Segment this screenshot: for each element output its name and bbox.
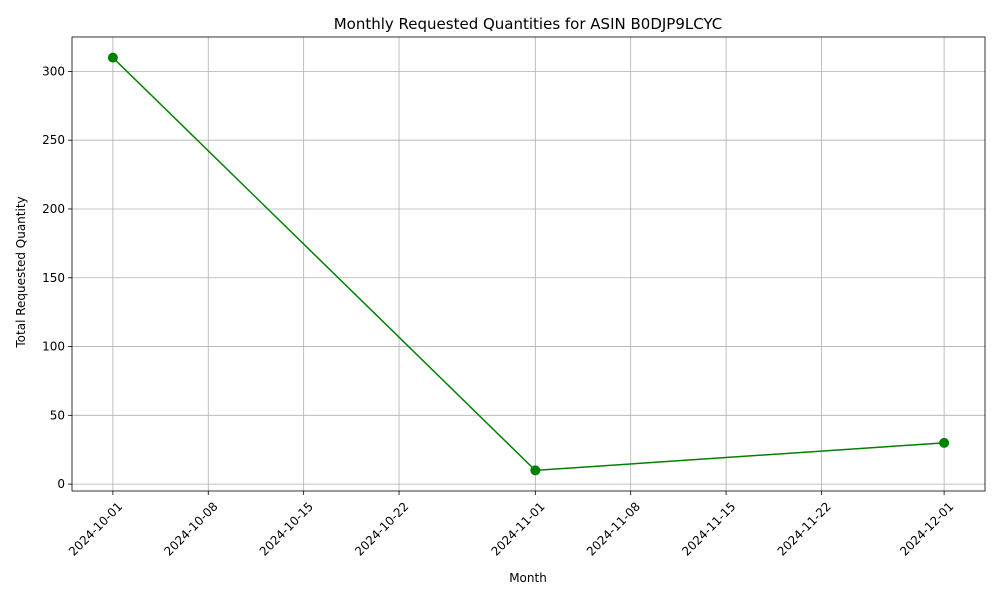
axes-frame (71, 36, 986, 492)
x-axis: 2024-10-01 2024-10-08 2024-10-15 2024-10-22… (66, 491, 956, 559)
x-tick-label: 2024-10-15 (257, 499, 316, 558)
x-tick-label: 2024-10-08 (161, 499, 220, 558)
x-tick-label: 2024-10-01 (66, 499, 125, 558)
plot-frame (71, 36, 986, 492)
y-tick-label: 200 (42, 202, 65, 216)
y-tick-label: 150 (42, 271, 65, 285)
chart-title: Monthly Requested Quantities for ASIN B0… (334, 15, 723, 33)
y-tick-label: 50 (50, 408, 65, 422)
grid (72, 37, 985, 491)
y-tick-label: 300 (42, 64, 65, 78)
data-point (107, 52, 118, 63)
x-tick-label: 2024-12-01 (897, 499, 956, 558)
data-point (530, 465, 541, 476)
y-tick-label: 0 (57, 477, 65, 491)
series-layer (107, 52, 950, 476)
x-axis-label: Month (509, 571, 547, 585)
x-tick-label: 2024-11-01 (488, 499, 547, 558)
data-point (939, 437, 950, 448)
x-tick-label: 2024-11-15 (679, 499, 738, 558)
series-line (112, 57, 945, 472)
y-axis-label: Total Requested Quantity (14, 196, 28, 348)
y-tick-label: 250 (42, 133, 65, 147)
x-tick-label: 2024-11-08 (584, 499, 643, 558)
y-tick-label: 100 (42, 340, 65, 354)
y-axis: 0 50 100 150 200 250 300 (42, 64, 72, 491)
x-tick-label: 2024-11-22 (775, 499, 834, 558)
x-tick-label: 2024-10-22 (352, 499, 411, 558)
